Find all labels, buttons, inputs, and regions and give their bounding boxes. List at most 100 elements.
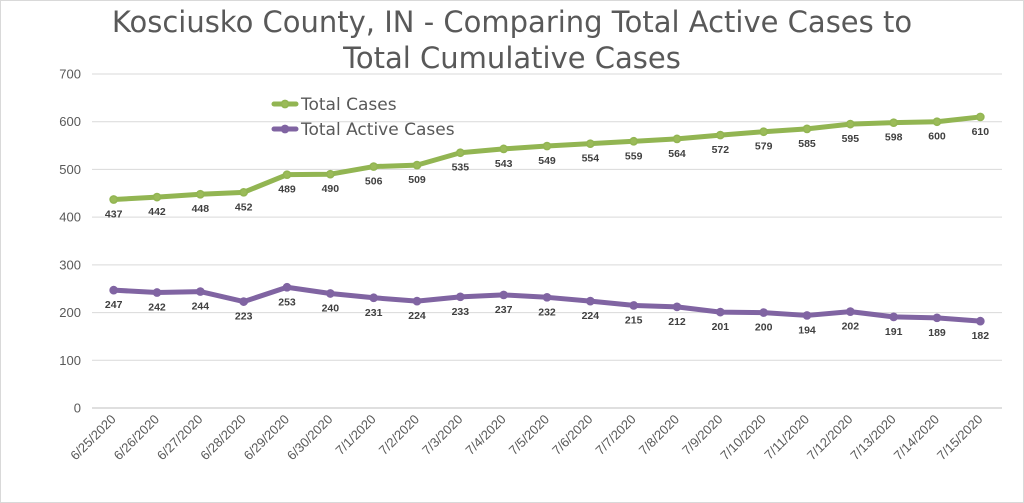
data-label: 437 [105, 208, 123, 220]
data-label: 224 [582, 310, 600, 322]
x-tick-label: 7/7/2020 [592, 412, 638, 458]
data-label: 554 [582, 153, 600, 165]
data-point [975, 316, 985, 326]
series-group: 437 442 448 452 489 490 506 509 535 543 549 554 559 5… [105, 112, 990, 342]
x-tick-label: 6/27/2020 [154, 412, 206, 464]
data-label: 490 [322, 183, 340, 195]
data-label: 244 [192, 301, 210, 313]
data-point [715, 307, 725, 317]
data-label: 200 [755, 322, 773, 334]
data-point [109, 195, 119, 204]
data-label: 579 [755, 141, 773, 153]
data-point [889, 118, 899, 128]
data-label: 189 [928, 327, 946, 339]
data-point [152, 288, 162, 297]
data-label: 595 [842, 133, 860, 145]
data-point [499, 290, 509, 300]
x-tick-label: 7/8/2020 [636, 412, 682, 458]
data-point [975, 112, 985, 122]
x-tick-label: 7/3/2020 [419, 412, 465, 458]
data-point [845, 307, 855, 316]
chart-title: Kosciusko County, IN - Comparing Total A… [0, 4, 1024, 76]
chart-title-line2: Total Cumulative Cases [343, 41, 681, 75]
data-label: 231 [365, 307, 383, 319]
data-label: 194 [798, 324, 816, 336]
x-tick-label: 6/28/2020 [197, 412, 249, 464]
data-label: 543 [495, 158, 513, 170]
chart-title-line1: Kosciusko County, IN - Comparing Total A… [111, 5, 913, 39]
data-label: 448 [192, 203, 210, 215]
x-tick-label: 7/15/2020 [934, 412, 986, 464]
data-point [585, 139, 595, 149]
data-label: 564 [668, 148, 686, 160]
x-tick-label: 7/2/2020 [376, 412, 422, 458]
x-tick-label: 7/13/2020 [847, 412, 899, 464]
data-label: 224 [408, 310, 426, 322]
y-tick-label: 500 [59, 162, 81, 177]
x-tick-label: 6/26/2020 [111, 412, 163, 464]
data-point [325, 289, 335, 298]
data-point [369, 293, 379, 303]
data-label: 201 [712, 321, 730, 333]
data-label: 600 [928, 131, 946, 143]
y-tick-label: 200 [59, 305, 81, 320]
x-tick-label: 7/4/2020 [462, 412, 508, 458]
data-point [239, 297, 249, 306]
data-point [369, 162, 379, 171]
data-label: 247 [105, 299, 123, 311]
x-tick-label: 7/11/2020 [761, 412, 812, 463]
data-label: 442 [148, 206, 166, 218]
data-label: 506 [365, 176, 383, 188]
data-label: 202 [842, 321, 860, 333]
data-label: 610 [972, 126, 990, 138]
data-point [889, 312, 899, 322]
data-point [845, 119, 855, 129]
x-tick-label: 6/30/2020 [284, 412, 336, 464]
legend-swatch-marker [280, 124, 290, 134]
data-point [672, 134, 682, 144]
data-point [195, 287, 205, 296]
x-tick-label: 7/5/2020 [506, 412, 552, 458]
data-label: 559 [625, 150, 643, 162]
y-tick-label: 700 [59, 67, 81, 82]
data-point [802, 124, 812, 134]
y-axis: 0 100 200 300 400 500 600 700 [59, 67, 81, 416]
data-point [759, 127, 769, 137]
data-point [759, 308, 769, 317]
data-point [542, 141, 552, 151]
data-label: 452 [235, 201, 253, 213]
legend-label: Total Active Cases [300, 120, 455, 140]
x-tick-label: 7/12/2020 [804, 412, 856, 464]
data-label: 212 [668, 316, 686, 328]
y-tick-label: 0 [74, 401, 81, 416]
data-label: 215 [625, 314, 643, 326]
data-point [802, 311, 812, 320]
data-point [629, 301, 639, 310]
data-point [282, 170, 292, 180]
data-point [455, 292, 465, 302]
data-label: 598 [885, 132, 903, 144]
data-label: 549 [538, 155, 556, 167]
x-tick-label: 7/6/2020 [549, 412, 595, 458]
data-point [715, 130, 725, 140]
data-point [195, 189, 205, 199]
data-label: 233 [452, 306, 470, 318]
y-tick-label: 300 [59, 257, 81, 272]
data-label: 242 [148, 302, 166, 314]
data-label: 191 [885, 326, 903, 338]
data-label: 223 [235, 311, 253, 323]
data-label: 237 [495, 304, 513, 316]
data-label: 585 [798, 138, 816, 150]
data-point [412, 160, 422, 170]
x-tick-label: 6/25/2020 [67, 412, 119, 464]
x-tick-label: 7/1/2020 [332, 412, 378, 458]
legend-label: Total Cases [300, 95, 397, 115]
data-point [672, 302, 682, 312]
data-label: 509 [408, 174, 426, 186]
data-point [455, 148, 465, 158]
data-point [932, 117, 942, 127]
x-axis: 6/25/20206/26/20206/27/20206/28/20206/29… [67, 412, 985, 464]
data-point [542, 292, 552, 302]
